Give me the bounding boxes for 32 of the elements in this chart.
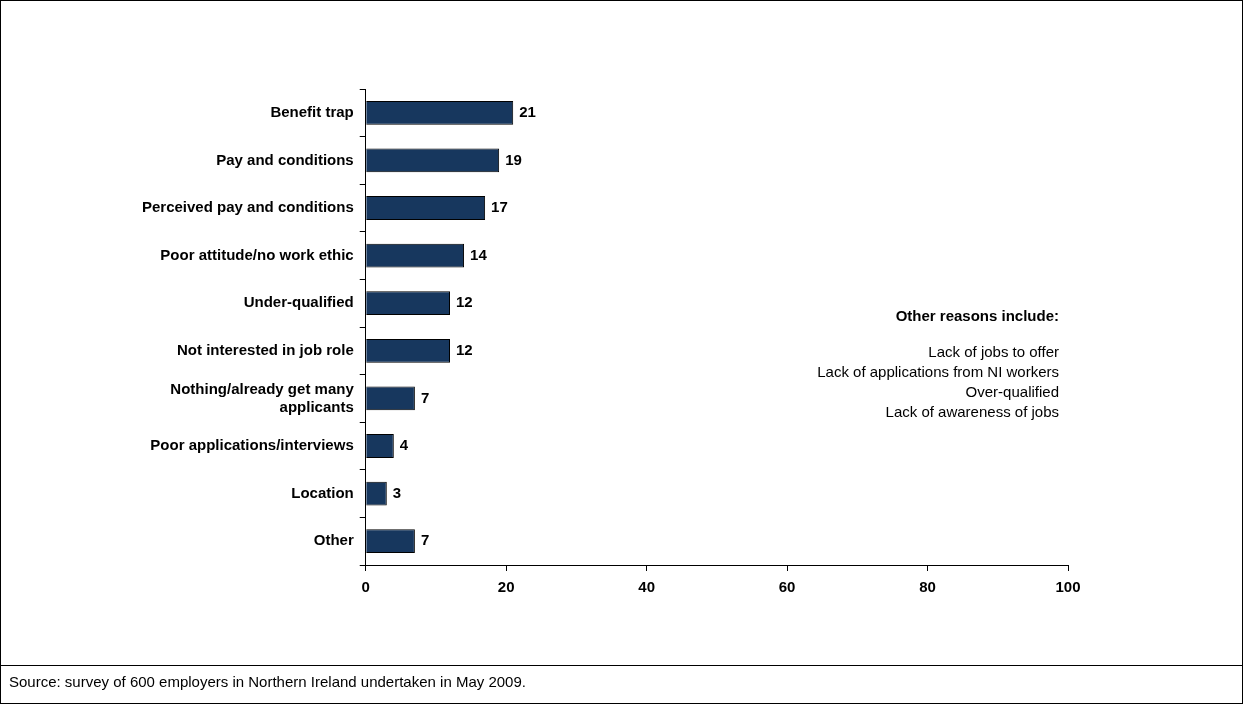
y-tick-label: Poor attitude/no work ethic bbox=[160, 245, 354, 263]
data-label: 3 bbox=[392, 483, 402, 501]
y-tick-label: Location bbox=[291, 483, 354, 501]
annotation: Other reasons include: bbox=[895, 307, 1059, 324]
data-label: 21 bbox=[519, 102, 536, 120]
x-tick-label: 0 bbox=[361, 578, 370, 596]
x-tick-label: 20 bbox=[497, 578, 515, 596]
annotation: Lack of applications from NI workers bbox=[817, 363, 1059, 380]
data-label: 12 bbox=[456, 293, 473, 311]
y-tick-label: Under-qualified bbox=[243, 293, 354, 311]
y-tick-label: Perceived pay and conditions bbox=[141, 198, 354, 216]
data-label: 7 bbox=[420, 388, 430, 406]
y-tick-label: Pay and conditions bbox=[216, 150, 354, 168]
annotation: Lack of jobs to offer bbox=[928, 343, 1059, 360]
x-tick-label: 100 bbox=[1055, 578, 1081, 596]
annotation: Over-qualified bbox=[965, 383, 1059, 400]
data-label: 17 bbox=[491, 198, 508, 216]
data-label: 4 bbox=[399, 436, 409, 454]
annotation: Lack of awareness of jobs bbox=[885, 403, 1059, 420]
data-label: 14 bbox=[470, 245, 488, 263]
data-label: 12 bbox=[456, 340, 473, 358]
data-label: 7 bbox=[420, 531, 430, 549]
y-tick-label: Nothing/already get many applicants bbox=[170, 379, 355, 415]
y-tick-label: Other bbox=[313, 531, 354, 549]
y-tick-label: Not interested in job role bbox=[177, 340, 354, 358]
x-tick-label: 40 bbox=[638, 578, 655, 596]
x-tick-label: 80 bbox=[919, 578, 936, 596]
y-tick-label: Benefit trap bbox=[270, 102, 354, 120]
y-tick-label: Poor applications/interviews bbox=[150, 436, 354, 454]
source-note: Source: survey of 600 employers in Northern Ireland undertaken in May 2009. bbox=[1, 665, 1242, 696]
data-label: 19 bbox=[505, 150, 522, 168]
x-tick-label: 60 bbox=[778, 578, 796, 596]
